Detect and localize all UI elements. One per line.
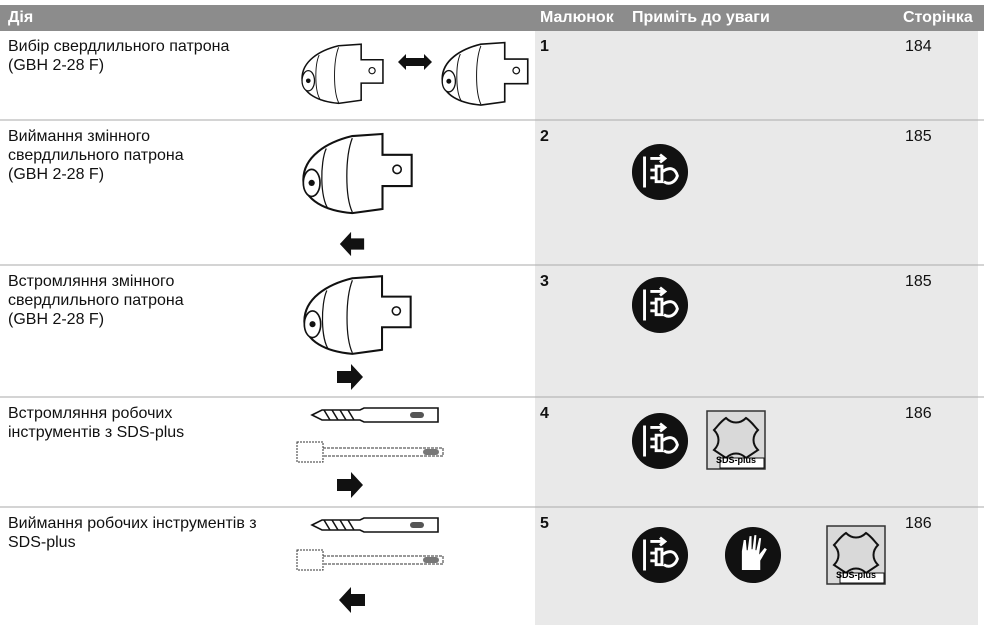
action-line: свердлильного патрона (8, 292, 184, 309)
action-line: (GBH 2-28 F) (8, 166, 105, 183)
sds-label: SDS-plus (716, 455, 756, 465)
action-line: SDS-plus (8, 534, 76, 551)
action-line: (GBH 2-28 F) (8, 311, 105, 328)
action-line: інструментів з SDS-plus (8, 424, 185, 441)
sds-label: SDS-plus (836, 570, 876, 580)
header-notes: Приміть до уваги (632, 9, 770, 26)
action-line: Виймання робочих інструментів з (8, 515, 257, 532)
figure-number: 1 (540, 38, 549, 55)
action-line: Вибір свердлильного патрона (8, 38, 230, 55)
action-line: свердлильного патрона (8, 147, 184, 164)
action-line: (GBH 2-28 F) (8, 57, 105, 74)
page-number: 185 (905, 273, 932, 290)
action-line: Встромляння робочих (8, 405, 173, 422)
header-action: Дія (8, 9, 34, 26)
figure-number: 2 (540, 128, 549, 145)
action-line: Виймання змінного (8, 128, 151, 145)
page-number: 185 (905, 128, 932, 145)
action-line: Встромляння змінного (8, 273, 175, 290)
page-number: 184 (905, 38, 932, 55)
figure-number: 4 (540, 405, 549, 422)
figure-number: 3 (540, 273, 549, 290)
figure-number: 5 (540, 515, 549, 532)
page-number: 186 (905, 405, 932, 422)
page-number: 186 (905, 515, 932, 532)
header-page: Сторінка (903, 9, 973, 26)
header-figure: Малюнок (540, 9, 614, 26)
